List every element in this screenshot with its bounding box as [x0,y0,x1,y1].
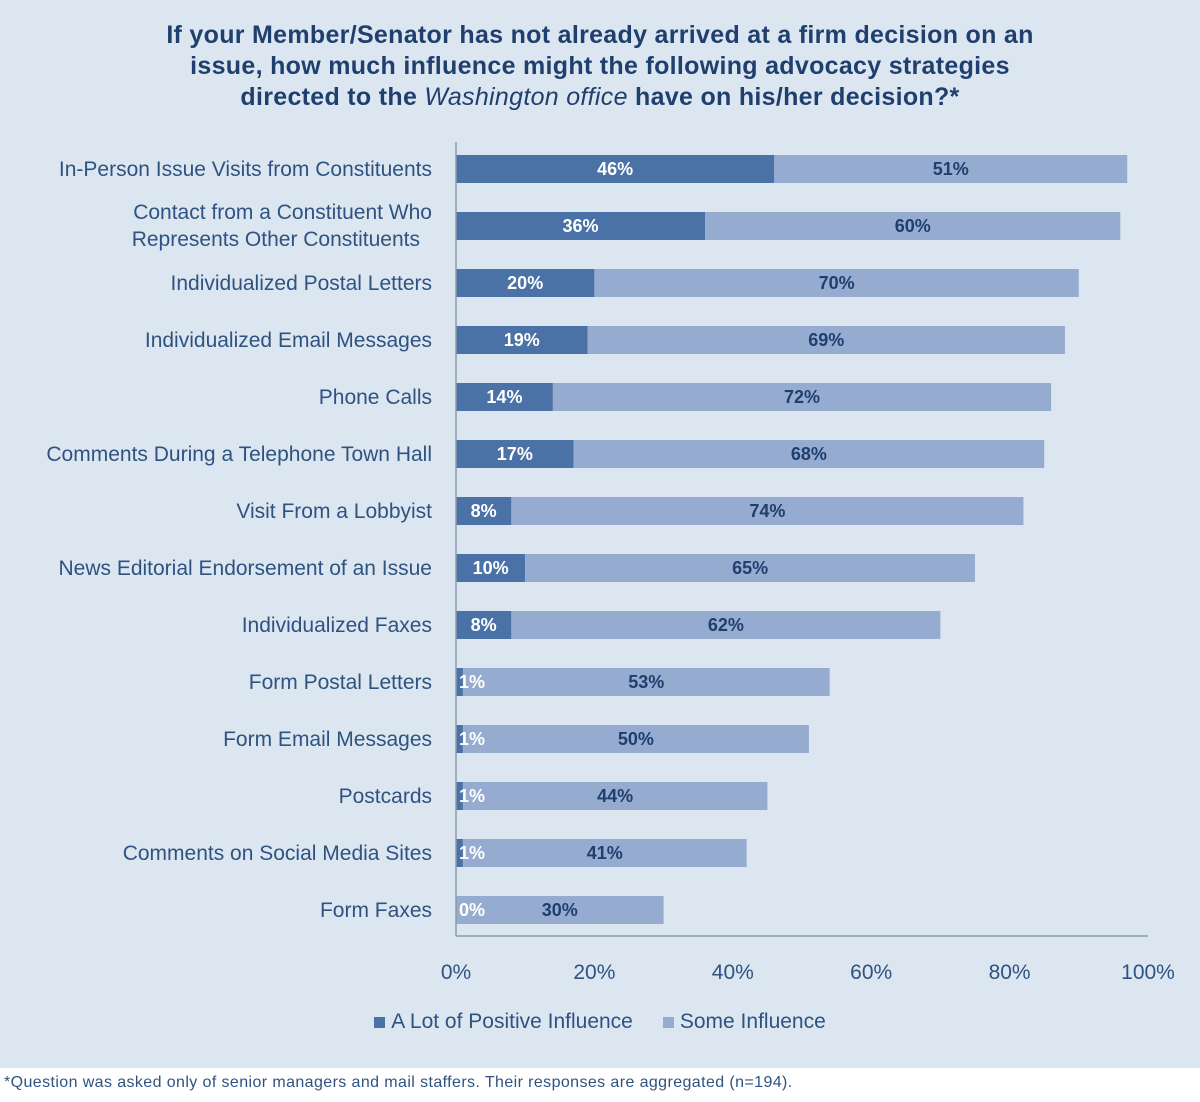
value-label-some: 69% [808,330,844,350]
bar-chart: In-Person Issue Visits from Constituents… [46,142,1175,984]
title-line-3: directed to the Washington office have o… [100,82,1100,113]
bar-some [462,668,830,696]
category-label: Visit From a Lobbyist [236,500,432,523]
value-label-a-lot: 0% [459,900,485,920]
value-label-a-lot: 1% [459,729,485,749]
category-label: Individualized Faxes [242,614,432,637]
category-label: Comments on Social Media Sites [123,842,432,865]
bar-some [705,212,1121,240]
chart-panel: If your Member/Senator has not already a… [0,0,1200,1068]
bar-a-lot [456,326,588,354]
value-label-a-lot: 8% [471,501,497,521]
value-label-a-lot: 1% [459,786,485,806]
bar-a-lot [456,725,463,753]
category-label: Form Postal Letters [249,671,432,694]
value-label-a-lot: 46% [597,159,633,179]
x-tick-label: 100% [1121,961,1175,984]
value-label-a-lot: 36% [563,216,599,236]
value-label-a-lot: 1% [459,672,485,692]
title-line-1: If your Member/Senator has not already a… [166,21,1034,49]
category-label: Form Email Messages [223,728,432,751]
bar-some [594,269,1079,297]
value-label-a-lot: 14% [486,387,522,407]
category-label: News Editorial Endorsement of an Issue [58,557,432,580]
bar-some [525,554,975,582]
x-tick-label: 80% [989,961,1031,984]
bar-a-lot [456,497,512,525]
title-line-3-post: have on his/her decision?* [627,83,960,111]
value-label-some: 74% [749,501,785,521]
bar-some [456,896,664,924]
bar-some [462,782,768,810]
category-label: Individualized Postal Letters [171,272,433,295]
bar-a-lot [456,269,595,297]
category-label: Individualized Email Messages [145,329,432,352]
category-label: In-Person Issue Visits from Constituents [59,158,432,181]
chart-title: If your Member/Senator has not already a… [100,20,1100,113]
legend-swatch-some [662,1016,674,1028]
value-label-a-lot: 20% [507,273,543,293]
bar-some [573,440,1045,468]
bar-a-lot [456,668,463,696]
value-label-some: 65% [732,558,768,578]
value-label-some: 30% [542,900,578,920]
bar-a-lot [456,212,706,240]
value-label-some: 70% [819,273,855,293]
value-label-some: 53% [628,672,664,692]
category-label: Form Faxes [320,899,432,922]
legend-item-some: Some Influence [662,1010,826,1034]
x-tick-label: 20% [573,961,615,984]
value-label-some: 60% [895,216,931,236]
legend-item-a-lot: A Lot of Positive Influence [374,1010,633,1034]
category-label: Contact from a Constituent Who Represents… [132,201,432,251]
x-tick-label: 40% [712,961,754,984]
bar-a-lot [456,611,512,639]
bar-a-lot [456,782,463,810]
bar-some [511,611,941,639]
title-line-2: issue, how much influence might the foll… [190,52,1010,80]
value-label-some: 44% [597,786,633,806]
footnote: *Question was asked only of senior manag… [4,1074,793,1091]
bar-a-lot [456,383,553,411]
bar-some [774,155,1128,183]
value-label-some: 72% [784,387,820,407]
bar-a-lot [456,155,775,183]
value-label-a-lot: 8% [471,615,497,635]
value-label-some: 50% [618,729,654,749]
bar-some [462,725,809,753]
legend-swatch-a-lot [374,1016,386,1028]
value-label-some: 51% [933,159,969,179]
value-label-some: 41% [587,843,623,863]
bar-a-lot [456,440,574,468]
x-tick-label: 0% [441,961,471,984]
category-label: Comments During a Telephone Town Hall [46,443,432,466]
category-label: Phone Calls [319,386,432,409]
title-line-3-emphasis: Washington office [424,83,628,111]
value-label-some: 62% [708,615,744,635]
x-tick-label: 60% [850,961,892,984]
bar-some [587,326,1065,354]
bar-a-lot [456,554,526,582]
value-label-a-lot: 17% [497,444,533,464]
value-label-some: 68% [791,444,827,464]
title-line-3-pre: directed to the [240,83,425,111]
chart-legend: A Lot of Positive Influence Some Influen… [0,1010,1200,1034]
legend-label-a-lot: A Lot of Positive Influence [391,1010,633,1033]
bar-a-lot [456,839,463,867]
value-label-a-lot: 10% [473,558,509,578]
legend-label-some: Some Influence [679,1010,826,1033]
category-label: Postcards [339,785,432,808]
bar-some [552,383,1052,411]
bar-some [511,497,1024,525]
value-label-a-lot: 19% [504,330,540,350]
value-label-a-lot: 1% [459,843,485,863]
bar-some [462,839,747,867]
